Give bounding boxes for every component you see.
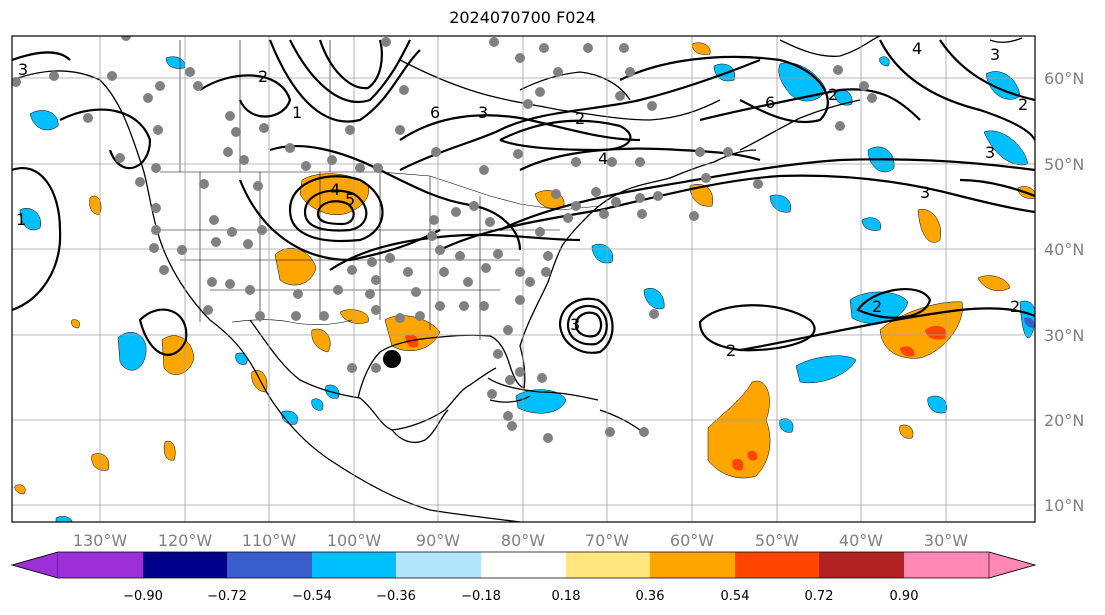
- lon-label: 70°W: [585, 531, 629, 550]
- colorbar-segment: [396, 552, 481, 578]
- contour-labels: 3 2 1 6 3 4 5 2 1 2 3 6 4 4 2 3 3 2 3 2 …: [16, 39, 1028, 360]
- map-background: [12, 36, 1035, 522]
- colorbar-segment: [143, 552, 227, 578]
- location-marker: [383, 350, 401, 368]
- contour-label: 6: [430, 103, 440, 122]
- colorbar-tick-label: 0.36: [636, 589, 665, 604]
- colorbar-tick-label: −0.36: [376, 589, 416, 604]
- contour-label: 3: [478, 103, 488, 122]
- lon-label: 110°W: [242, 531, 297, 550]
- colorbar-tick-label: −0.18: [461, 589, 501, 604]
- lon-label: 80°W: [501, 531, 545, 550]
- contour-label: 4: [912, 39, 922, 58]
- lon-label: 40°W: [839, 531, 883, 550]
- lat-label: 10°N: [1044, 496, 1084, 515]
- contour-label: 2: [575, 109, 585, 128]
- lat-label: 20°N: [1044, 411, 1084, 430]
- lon-label: 100°W: [327, 531, 382, 550]
- lat-label: 40°N: [1044, 240, 1084, 259]
- lat-label: 50°N: [1044, 155, 1084, 174]
- latitude-labels: 60°N 50°N 40°N 30°N 20°N 10°N: [1044, 69, 1084, 515]
- map-title: 2024070700 F024: [449, 8, 596, 27]
- lon-label: 120°W: [158, 531, 213, 550]
- contour-label: 3: [985, 143, 995, 162]
- lon-label: 30°W: [924, 531, 968, 550]
- contour-label: 2: [1018, 95, 1028, 114]
- contour-label: 1: [16, 210, 26, 229]
- lat-label: 30°N: [1044, 326, 1084, 345]
- graticule: [12, 36, 1035, 522]
- positive-anomaly-shading: [14, 42, 1035, 495]
- colorbar-tick-label: 0.72: [805, 589, 834, 604]
- contour-label: 4: [598, 149, 608, 168]
- lon-label: 90°W: [416, 531, 460, 550]
- contour-label: 2: [828, 85, 838, 104]
- longitude-labels: 130°W 120°W 110°W 100°W 90°W 80°W 70°W 6…: [73, 531, 968, 550]
- lon-label: 130°W: [73, 531, 128, 550]
- contour-label: 6: [765, 93, 775, 112]
- colorbar-segment: [312, 552, 396, 578]
- contour-label: 4: [330, 180, 340, 199]
- colorbar-segment: [481, 552, 566, 578]
- station-dots: [12, 36, 877, 443]
- contour-label: 2: [1010, 297, 1020, 316]
- contour-label: 2: [258, 67, 268, 86]
- contour-label: 2: [726, 341, 736, 360]
- contour-label: 3: [570, 315, 580, 334]
- colorbar: −0.90 −0.72 −0.54 −0.36 −0.18 0.18 0.36 …: [10, 551, 1037, 604]
- map-frame: [11, 35, 1036, 523]
- contour-label: 5: [345, 190, 355, 209]
- colorbar-tick-label: 0.54: [721, 589, 750, 604]
- colorbar-segment: [735, 552, 819, 578]
- colorbar-tick-label: 0.90: [890, 589, 919, 604]
- lat-label: 60°N: [1044, 69, 1084, 88]
- colorbar-segment: [227, 552, 312, 578]
- colorbar-tick-label: 0.18: [552, 589, 581, 604]
- contour-label: 1: [292, 103, 302, 122]
- colorbar-segment: [904, 552, 989, 578]
- colorbar-tick-label: −0.90: [123, 589, 163, 604]
- contour-label: 3: [990, 45, 1000, 64]
- colorbar-segment: [650, 552, 735, 578]
- colorbar-tick-label: −0.54: [292, 589, 332, 604]
- colorbar-segment: [10, 551, 59, 579]
- colorbar-segment: [58, 552, 143, 578]
- contour-label: 2: [872, 297, 882, 316]
- coastlines: [12, 36, 1023, 522]
- contour-label: 3: [18, 60, 28, 79]
- lon-label: 60°W: [670, 531, 714, 550]
- political-borders: [160, 40, 601, 340]
- colorbar-segment: [819, 552, 904, 578]
- colorbar-segment: [988, 551, 1037, 579]
- colorbar-tick-label: −0.72: [207, 589, 247, 604]
- contour-label: 3: [920, 183, 930, 202]
- colorbar-segment: [566, 552, 650, 578]
- lon-label: 50°W: [755, 531, 799, 550]
